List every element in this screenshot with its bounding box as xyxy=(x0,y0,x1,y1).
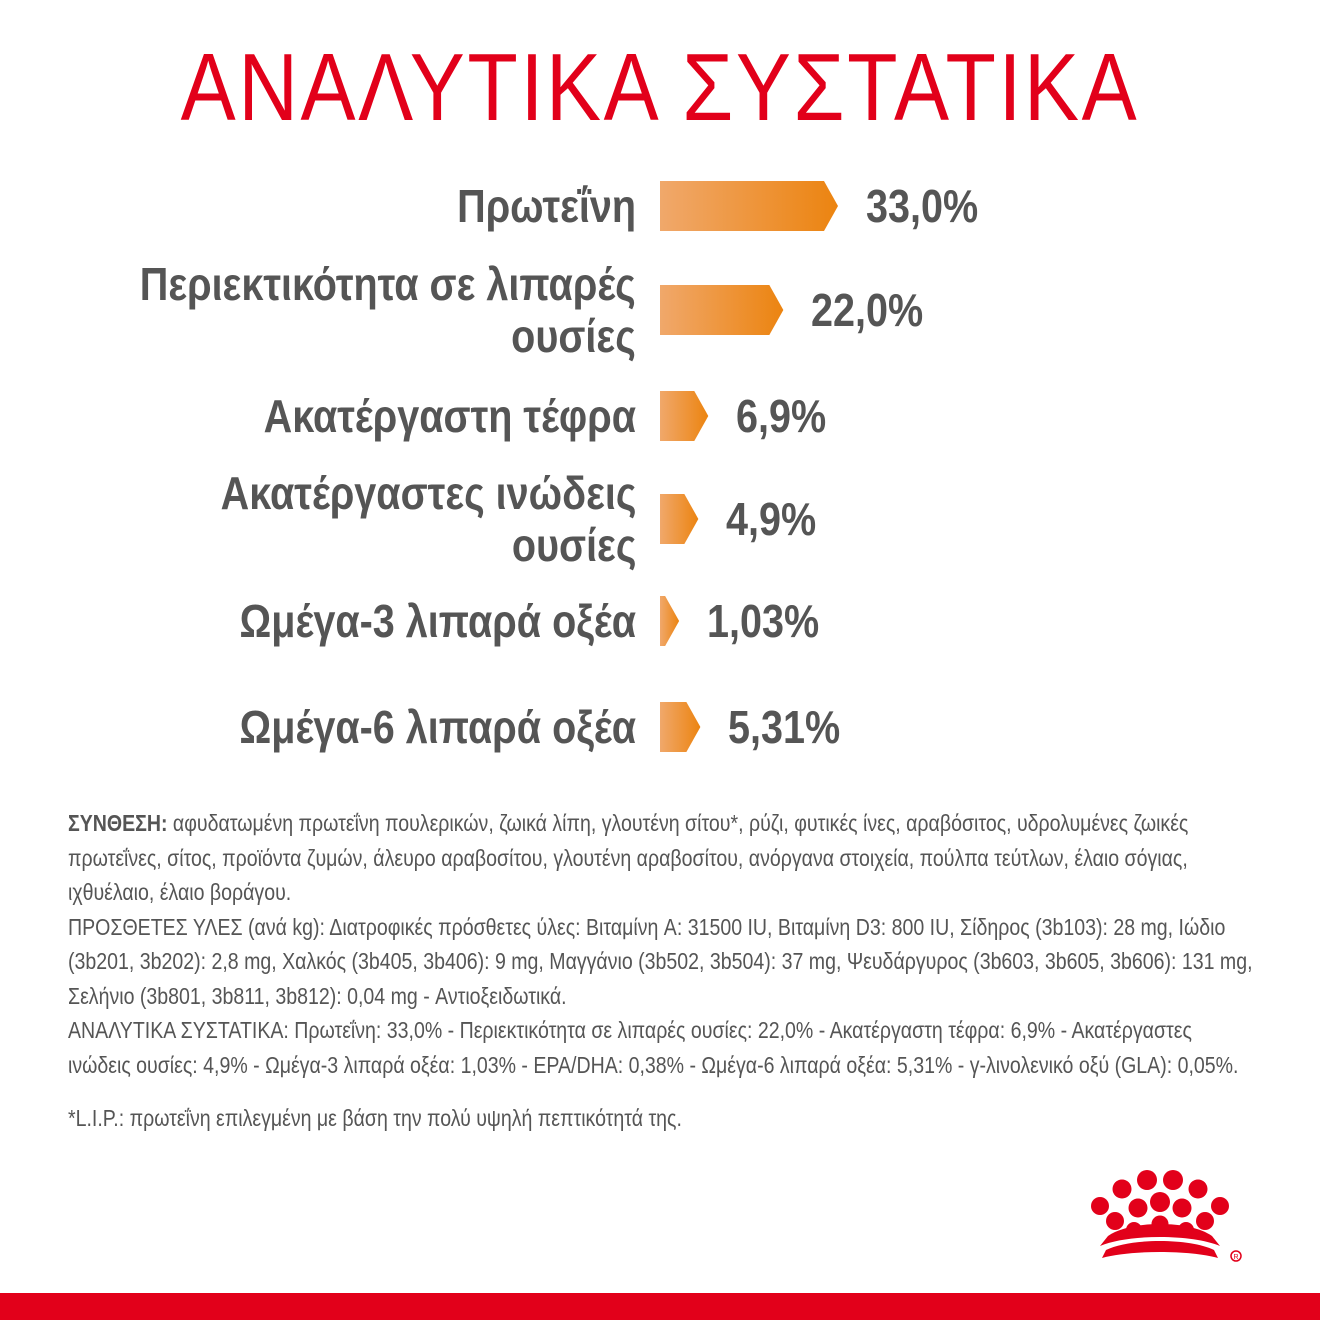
bar-5 xyxy=(660,702,701,752)
category-label-line: ουσίες xyxy=(511,310,636,362)
bottom-brand-bar xyxy=(0,1293,1320,1320)
category-label-0: Πρωτεΐνη xyxy=(457,180,636,232)
composition-text: ΣΥΝΘΕΣΗ: αφυδατωμένη πρωτεΐνη πουλερικών… xyxy=(68,806,1258,1082)
category-label-line: Περιεκτικότητα σε λιπαρές xyxy=(139,258,636,310)
bar-2 xyxy=(660,391,709,441)
category-label-line: Ωμέγα-3 λιπαρά οξέα xyxy=(239,595,636,647)
category-label-5: Ωμέγα-6 λιπαρά οξέα xyxy=(239,701,636,753)
footnote: *L.I.P.: πρωτεΐνη επιλεγμένη με βάση την… xyxy=(68,1105,682,1131)
category-label-line: Ακατέργαστη τέφρα xyxy=(263,390,636,442)
chart-title: ΑΝΑΛΥΤΙΚΑ ΣΥΣΤΑΤΙΚΑ xyxy=(180,34,1140,141)
composition-ingredients: αφυδατωμένη πρωτεΐνη πουλερικών, ζωικά λ… xyxy=(68,810,1189,905)
value-label-1: 22,0% xyxy=(811,284,924,336)
bar-3 xyxy=(660,494,699,544)
category-label-4: Ωμέγα-3 λιπαρά οξέα xyxy=(239,595,636,647)
royal-canin-crown-icon: R xyxy=(1091,1170,1242,1262)
bar-0 xyxy=(660,181,838,231)
svg-text:R: R xyxy=(1233,1254,1238,1261)
value-label-0: 33,0% xyxy=(866,180,979,232)
category-label-line: Πρωτεΐνη xyxy=(457,180,636,232)
value-label-5: 5,31% xyxy=(728,701,841,753)
additives-text: ΠΡΟΣΘΕΤΕΣ ΥΛΕΣ (ανά kg): Διατροφικές πρό… xyxy=(68,913,1253,1009)
value-label-3: 4,9% xyxy=(726,493,817,545)
category-label-line: ουσίες xyxy=(511,519,636,571)
analytical-constituents-text: ΑΝΑΛΥΤΙΚΑ ΣΥΣΤΑΤΙΚΑ: Πρωτεΐνη: 33,0% - Π… xyxy=(68,1017,1239,1078)
bar-4 xyxy=(660,596,680,646)
bar-1 xyxy=(660,285,784,335)
category-label-1: Περιεκτικότητα σε λιπαρές ουσίες xyxy=(140,258,636,362)
value-label-4: 1,03% xyxy=(707,595,820,647)
category-label-line: Ωμέγα-6 λιπαρά οξέα xyxy=(239,701,636,753)
category-label-line: Ακατέργαστες ινώδεις xyxy=(220,467,636,519)
bar-chart xyxy=(660,181,838,752)
category-label-2: Ακατέργαστη τέφρα xyxy=(264,390,636,442)
category-label-3: Ακατέργαστες ινώδεις ουσίες xyxy=(220,467,636,571)
value-label-2: 6,9% xyxy=(736,390,827,442)
composition-heading: ΣΥΝΘΕΣΗ: xyxy=(68,810,168,836)
